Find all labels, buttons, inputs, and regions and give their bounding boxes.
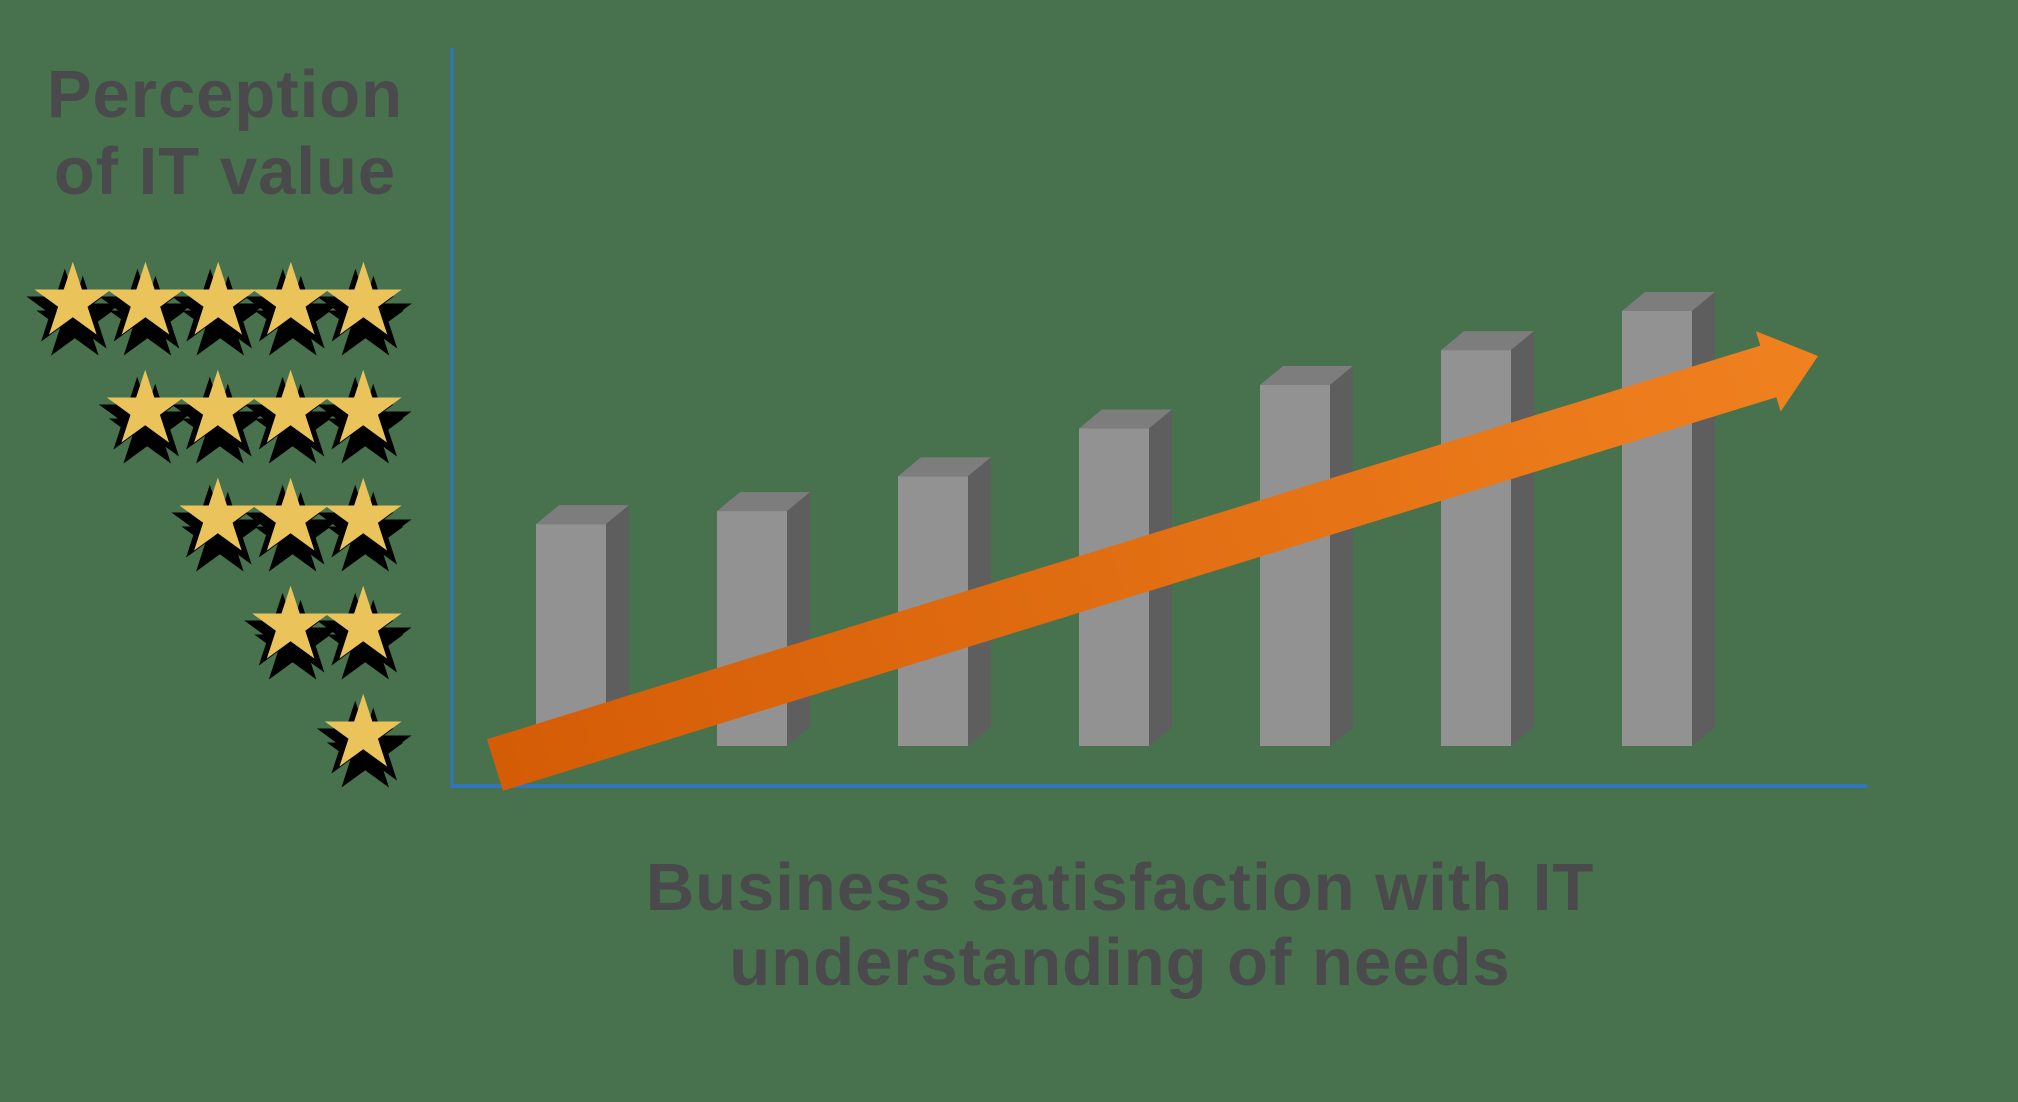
bar-5-side [1330,365,1353,746]
star-icon: ★ [245,349,336,466]
star-row-1: ★ [28,678,408,786]
bar-6-top [1441,331,1534,351]
y-axis-title: Perception of IT value [30,56,420,210]
star-row-2: ★★ [28,570,408,678]
star-icon: ★ [318,673,408,790]
bar-1-top [536,505,629,525]
star-icon: ★ [245,241,336,358]
star-icon: ★ [173,241,263,358]
bar-3-top [898,457,991,477]
bar-7-top [1622,292,1715,311]
trend-arrow [487,331,1818,791]
star-icon: ★ [318,241,409,358]
bar-5-top [1260,365,1353,385]
bar-6-side [1511,331,1534,746]
star-rating-funnel: ★★★★★ ★★★★ ★★★ ★★ ★ [28,246,408,786]
star-icon: ★ [28,241,118,358]
star-icon: ★ [318,457,408,574]
star-row-5: ★★★★★ [28,246,408,354]
star-icon: ★ [318,349,408,466]
star-icon: ★ [100,349,190,466]
bar-2-side [787,492,810,746]
y-axis-title-line1: Perception [46,57,404,132]
bar-7-side [1692,292,1715,746]
star-row-3: ★★★ [28,462,408,570]
y-axis-title-line2: of IT value [53,134,397,209]
bar-2-top [717,492,810,512]
x-axis-title-line1: Business satisfaction with IT [645,850,1595,925]
bar-4-top [1079,409,1172,429]
star-icon: ★ [245,457,336,574]
star-icon: ★ [245,565,336,682]
bar-1-side [606,505,629,746]
bar-5-front [1260,384,1330,746]
star-icon: ★ [173,457,263,574]
star-icon: ★ [100,241,191,358]
star-row-4: ★★★★ [28,354,408,462]
x-axis-title: Business satisfaction with IT understand… [520,850,1720,1000]
star-icon: ★ [173,349,263,466]
x-axis-title-line2: understanding of needs [729,925,1511,1000]
star-icon: ★ [318,565,408,682]
bar-6-front [1441,350,1511,746]
